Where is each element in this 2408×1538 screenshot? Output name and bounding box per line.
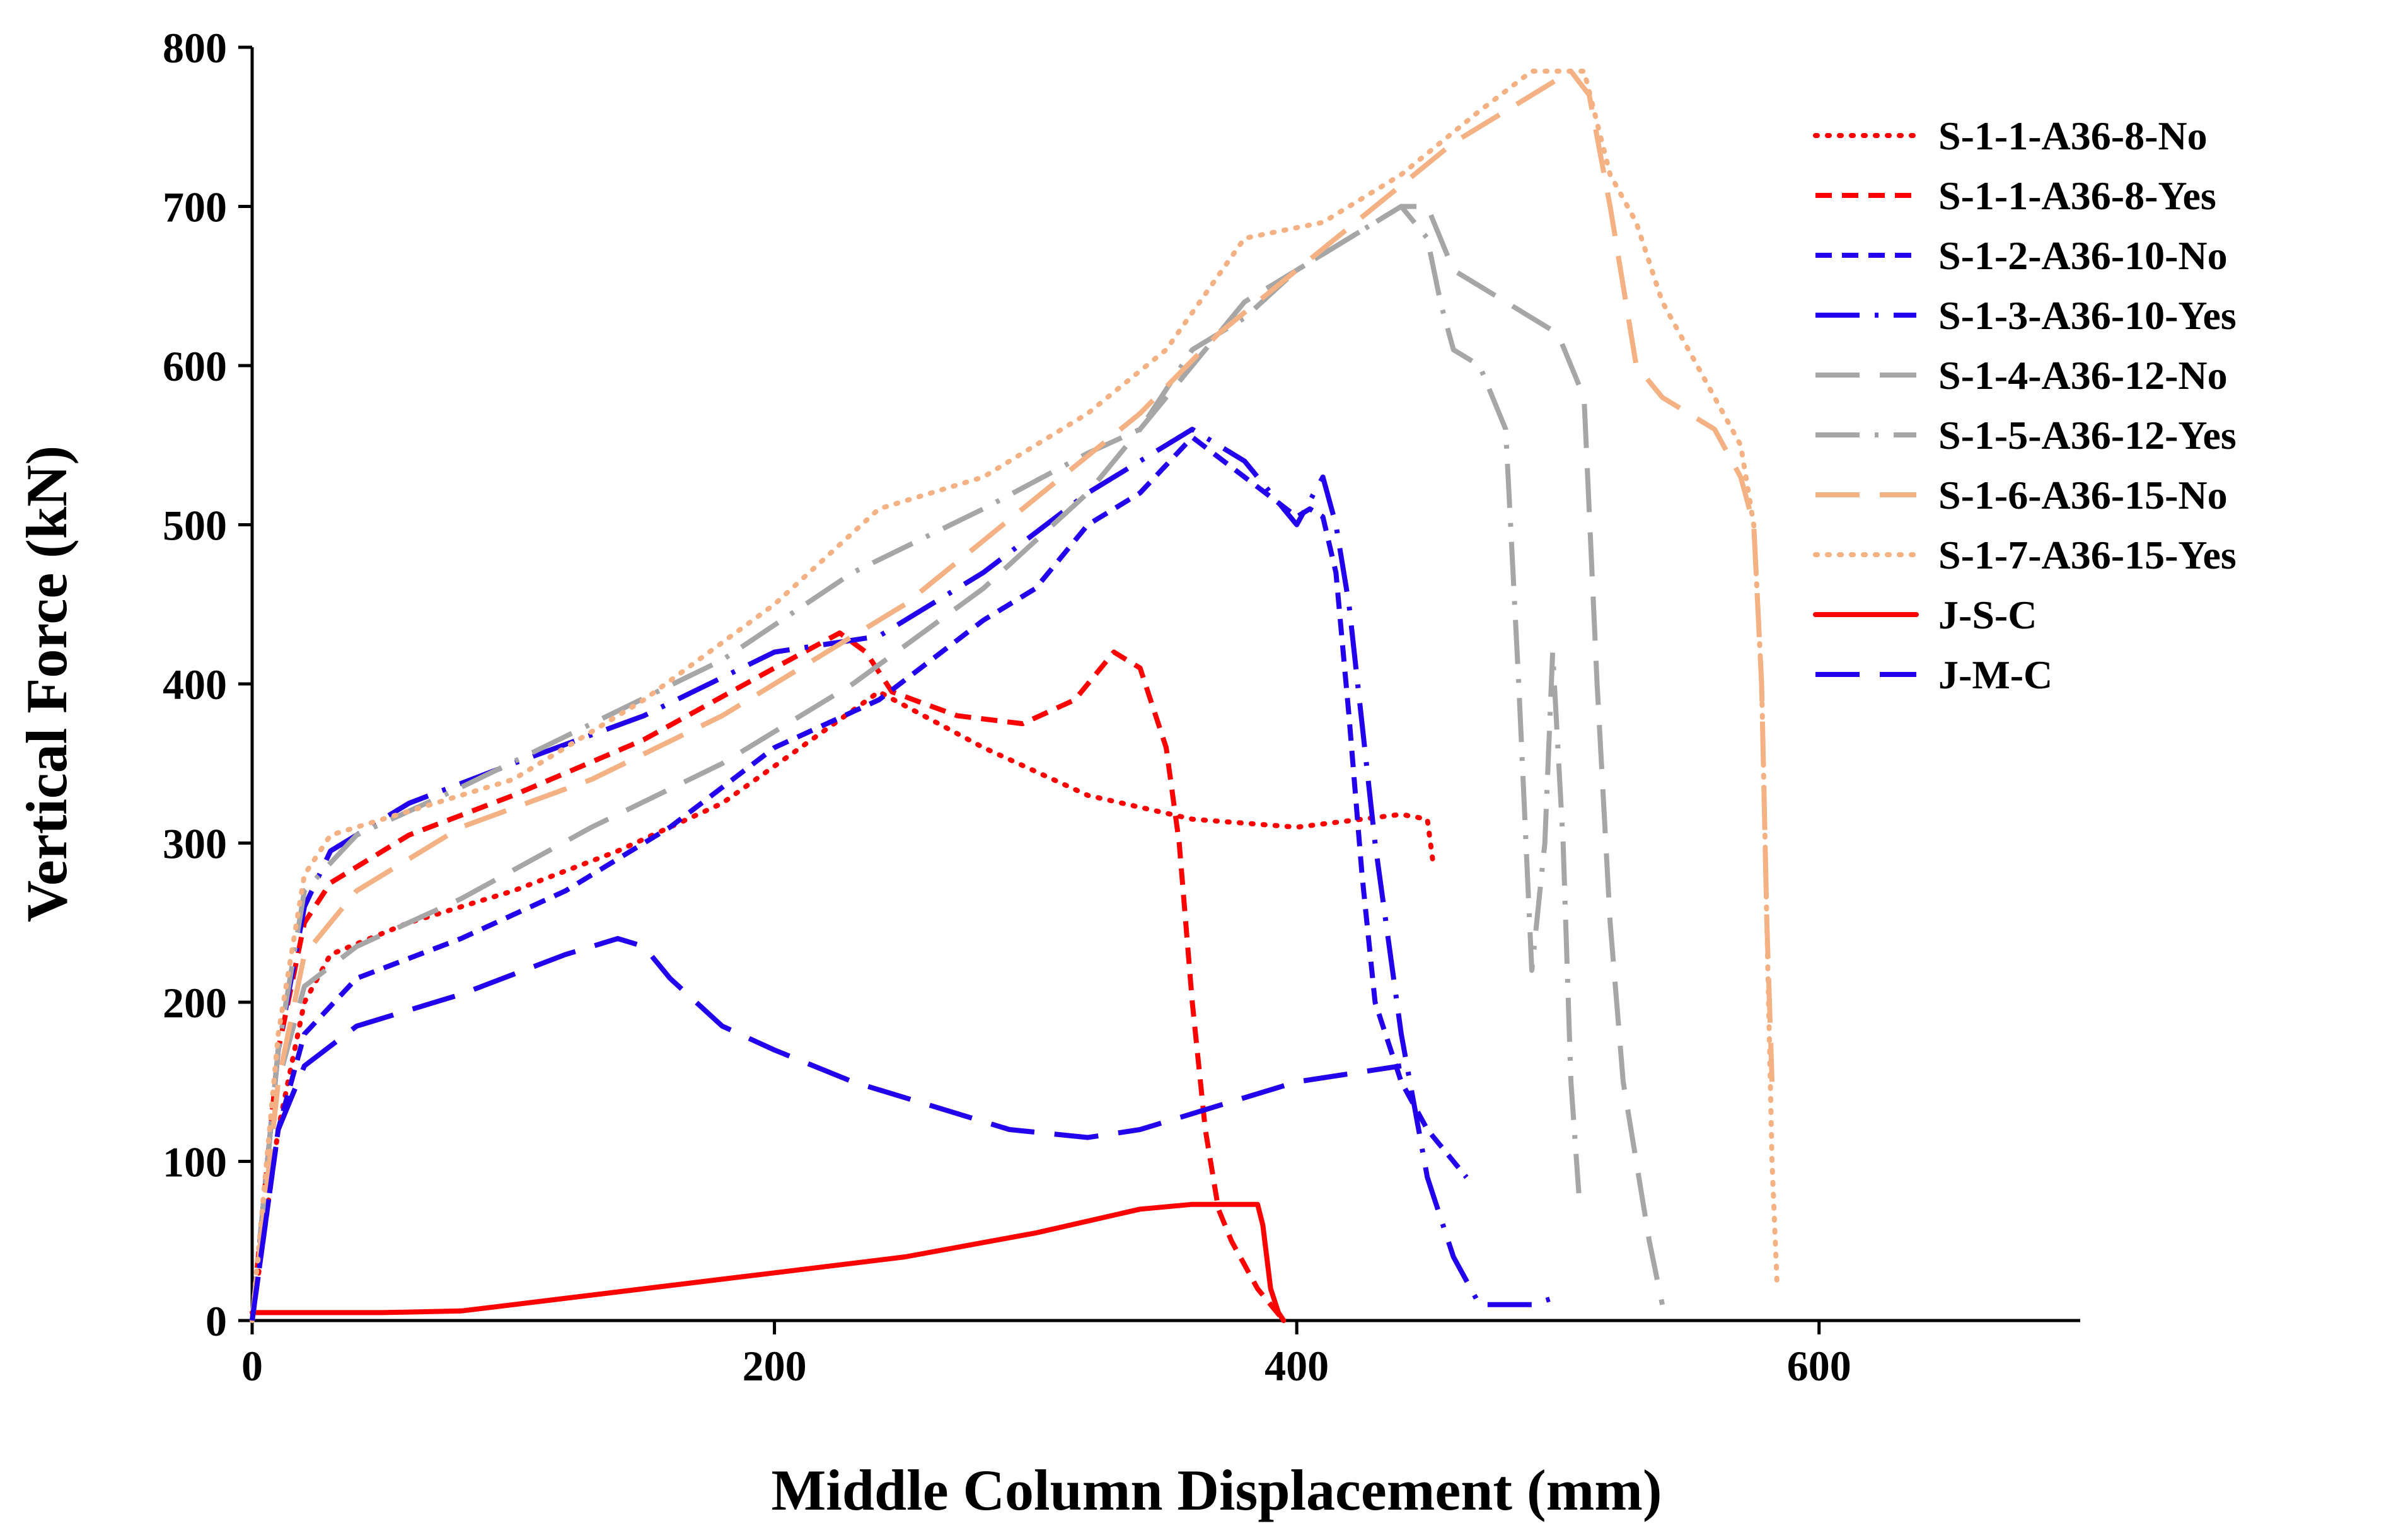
y-tick-label: 600 (163, 342, 227, 390)
legend-label-s-1-1-a36-8-yes: S-1-1-A36-8-Yes (1938, 173, 2216, 218)
series-line-s-1-3-a36-10-yes (250, 427, 1559, 1321)
x-tick-label: 400 (1265, 1342, 1329, 1390)
legend-label-s-1-3-a36-10-yes: S-1-3-A36-10-Yes (1938, 293, 2237, 338)
series-line-s-1-6-a36-15-no (250, 68, 1775, 1321)
series-line-j-s-c (250, 1201, 1287, 1323)
series-line-s-1-2-a36-10-no (250, 434, 1469, 1321)
y-tick-label: 700 (163, 183, 227, 231)
y-tick-label: 500 (163, 502, 227, 550)
y-tick-label: 0 (205, 1297, 227, 1345)
axes: 0 100 200 300 400 500 600 700 800 0 200 400 600 (163, 24, 2080, 1390)
series-line-s-1-5-a36-12-yes (250, 204, 1582, 1321)
x-tick-label: 0 (241, 1342, 263, 1390)
legend-label-s-1-2-a36-10-no: S-1-2-A36-10-No (1938, 233, 2228, 278)
y-tick-label: 200 (163, 979, 227, 1027)
legend: S-1-1-A36-8-No S-1-1-A36-8-Yes S-1-2-A36-1… (1813, 113, 2237, 697)
x-tick-label: 200 (743, 1342, 807, 1390)
legend-label-s-1-5-a36-12-yes: S-1-5-A36-12-Yes (1938, 413, 2237, 458)
legend-label-s-1-4-a36-12-no: S-1-4-A36-12-No (1938, 353, 2228, 398)
y-tick-label: 300 (163, 820, 227, 868)
y-tick-label: 800 (163, 24, 227, 72)
legend-label-s-1-7-a36-15-yes: S-1-7-A36-15-Yes (1938, 533, 2237, 577)
legend-label-j-m-c: J-M-C (1938, 652, 2052, 697)
y-axis-title: Vertical Force (kN) (14, 446, 79, 922)
y-tick-label: 400 (163, 661, 227, 708)
legend-label-s-1-1-a36-8-no: S-1-1-A36-8-No (1938, 113, 2208, 158)
x-axis-title: Middle Column Displacement (mm) (771, 1458, 1662, 1522)
series-line-s-1-7-a36-15-yes (250, 68, 1780, 1323)
legend-label-s-1-6-a36-15-no: S-1-6-A36-15-No (1938, 473, 2228, 517)
series-line-s-1-1-a36-8-yes (250, 630, 1286, 1322)
y-tick-label: 100 (163, 1138, 227, 1186)
series-line-j-m-c (250, 936, 1402, 1321)
legend-label-j-s-c: J-S-C (1938, 593, 2037, 637)
x-tick-label: 600 (1787, 1342, 1851, 1390)
series-line-s-1-4-a36-12-no (250, 204, 1665, 1321)
series-group (250, 68, 1780, 1323)
